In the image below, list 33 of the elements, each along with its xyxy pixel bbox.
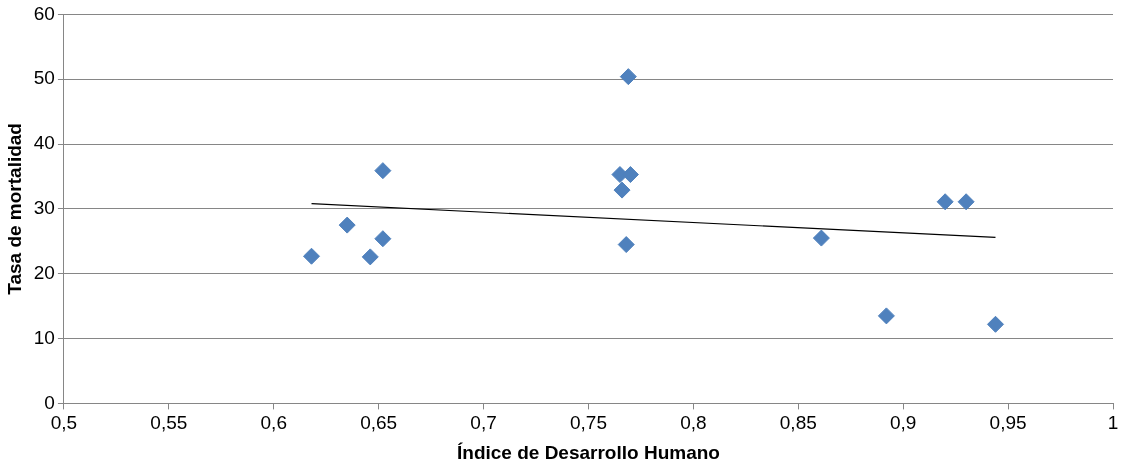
y-tick-label: 60: [33, 2, 55, 24]
x-tick-label: 0,8: [680, 412, 707, 434]
y-tick-label: 0: [44, 391, 55, 413]
x-tick-label: 1: [1107, 412, 1119, 434]
point: [936, 193, 954, 211]
x-tick-label: 0,5: [50, 412, 78, 434]
x-axis-title: Índice de Desarrollo Humano: [457, 441, 720, 463]
y-tick-label: 30: [33, 197, 55, 219]
point: [374, 162, 392, 180]
y-axis-title: Tasa de mortalidad: [3, 123, 25, 295]
point: [361, 248, 379, 266]
y-tick-label: 10: [33, 326, 55, 348]
point: [987, 315, 1005, 333]
x-tick-label: 0,55: [150, 412, 188, 434]
y-tick-label: 20: [33, 261, 55, 283]
x-tick-label: 0,6: [260, 412, 287, 434]
point: [877, 307, 895, 325]
point: [617, 236, 635, 254]
x-tick-label: 0,75: [569, 412, 607, 434]
y-tick-label: 50: [33, 67, 55, 89]
point: [619, 68, 637, 86]
x-tick-label: 0,65: [360, 412, 398, 434]
x-tick-label: 0,85: [779, 412, 817, 434]
point: [303, 247, 321, 265]
point: [338, 216, 356, 234]
x-tick-label: 0,7: [470, 412, 497, 434]
point: [613, 181, 631, 199]
y-tick-label: 40: [33, 132, 55, 154]
point: [374, 230, 392, 248]
x-tick-label: 0,95: [989, 412, 1027, 434]
point: [812, 229, 830, 247]
point: [957, 193, 975, 211]
x-tick-label: 0,9: [889, 412, 917, 434]
